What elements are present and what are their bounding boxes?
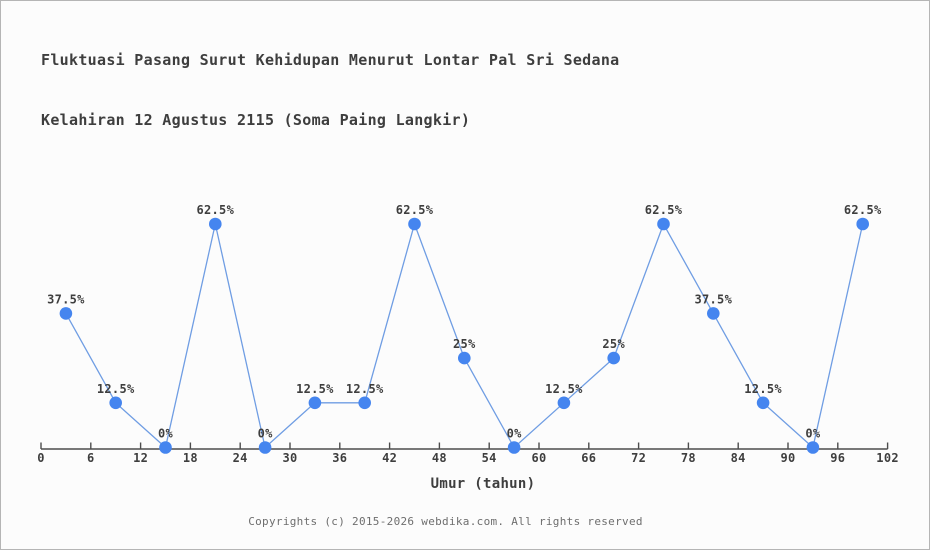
data-point xyxy=(806,441,820,454)
data-point xyxy=(258,441,272,454)
data-point xyxy=(209,217,222,231)
data-point-label: 62.5% xyxy=(844,203,882,217)
data-point-label: 0% xyxy=(158,427,174,441)
x-tick-label: 60 xyxy=(531,451,546,465)
data-point xyxy=(59,307,73,320)
x-tick-label: 24 xyxy=(233,451,248,465)
data-point-label: 12.5% xyxy=(346,382,384,396)
data-point-label: 62.5% xyxy=(645,203,683,217)
x-tick-label: 84 xyxy=(731,451,746,465)
data-point-label: 12.5% xyxy=(744,382,782,396)
data-point xyxy=(159,441,172,454)
x-tick-label: 30 xyxy=(282,451,297,465)
chart-title: Fluktuasi Pasang Surut Kehidupan Menurut… xyxy=(41,10,620,170)
x-tick-label: 66 xyxy=(581,451,596,465)
data-point-label: 0% xyxy=(507,427,523,441)
data-point xyxy=(856,217,869,231)
x-tick-label: 48 xyxy=(432,451,447,465)
data-point-label: 37.5% xyxy=(694,292,732,306)
data-point xyxy=(707,307,720,320)
data-point-label: 12.5% xyxy=(97,382,135,396)
data-point xyxy=(308,396,322,410)
chart-title-line1: Fluktuasi Pasang Surut Kehidupan Menurut… xyxy=(41,51,620,69)
data-point xyxy=(557,396,571,410)
data-point xyxy=(358,396,372,410)
data-point xyxy=(657,217,670,231)
data-point-label: 62.5% xyxy=(396,203,434,217)
data-point-label: 0% xyxy=(805,427,821,441)
data-point-label: 0% xyxy=(258,427,274,441)
x-tick-label: 54 xyxy=(482,451,497,465)
data-point-label: 62.5% xyxy=(196,203,234,217)
data-point xyxy=(458,351,471,365)
x-axis-label: Umur (tahun) xyxy=(430,476,536,492)
x-tick-label: 72 xyxy=(631,451,646,465)
data-point xyxy=(607,351,620,365)
x-tick-label: 42 xyxy=(382,451,397,465)
series-line xyxy=(65,221,864,449)
chart-title-line2: Kelahiran 12 Agustus 2115 (Soma Paing La… xyxy=(41,111,471,129)
x-tick-label: 0 xyxy=(37,451,45,465)
data-point-label: 12.5% xyxy=(296,382,334,396)
x-tick-label: 36 xyxy=(332,451,347,465)
data-point xyxy=(507,441,521,454)
x-tick-label: 12 xyxy=(133,451,148,465)
x-tick-label: 102 xyxy=(876,451,899,465)
x-tick-label: 6 xyxy=(87,451,95,465)
data-point-label: 25% xyxy=(602,337,625,351)
copyright-text: Copyrights (c) 2015-2026 webdika.com. Al… xyxy=(248,515,643,528)
x-tick-label: 90 xyxy=(780,451,795,465)
x-tick-label: 96 xyxy=(830,451,845,465)
data-point-label: 12.5% xyxy=(545,382,583,396)
data-point-label: 25% xyxy=(453,337,476,351)
x-tick-label: 18 xyxy=(183,451,198,465)
data-point xyxy=(109,396,122,410)
x-tick-label: 78 xyxy=(681,451,696,465)
data-point xyxy=(756,396,770,410)
data-point-label: 37.5% xyxy=(47,292,85,306)
data-point xyxy=(408,217,421,231)
